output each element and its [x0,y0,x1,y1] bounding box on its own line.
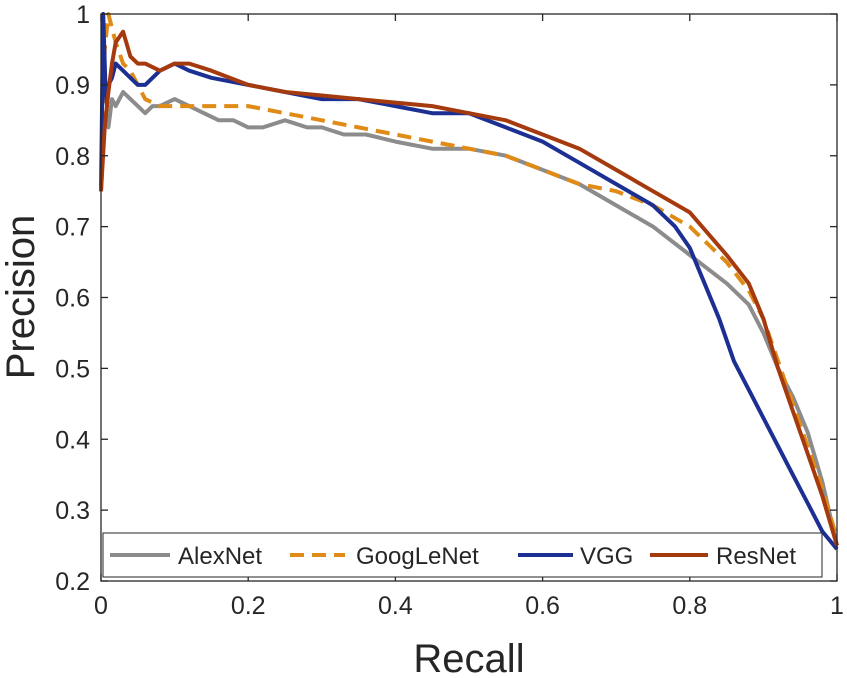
x-tick-label: 1 [830,592,844,620]
y-tick-label: 0.3 [55,497,90,525]
x-axis-label: Recall [413,637,524,678]
y-tick-label: 0.5 [55,355,90,383]
y-tick-label: 0.4 [55,426,90,454]
y-tick-label: 1 [76,1,90,29]
x-axis-ticks: 0 0.2 0.4 0.6 0.8 1 [94,14,844,620]
y-tick-label: 0.9 [55,72,90,100]
y-tick-label: 0.6 [55,285,90,313]
legend-label-vgg: VGG [580,543,633,570]
y-axis-label: Precision [0,215,43,380]
series-curves [99,12,839,551]
legend-label-alexnet: AlexNet [178,543,262,570]
series-line-vgg [99,12,839,551]
legend-label-googlenet: GoogLeNet [356,543,479,570]
x-tick-label: 0 [94,592,108,620]
y-tick-label: 0.2 [55,568,90,596]
x-tick-label: 0.4 [378,592,413,620]
y-tick-label: 0.7 [55,214,90,242]
x-tick-label: 0.6 [525,592,560,620]
y-tick-label: 0.8 [55,143,90,171]
legend: AlexNet GoogLeNet VGG ResNet [102,532,823,578]
plot-area-background [101,14,837,581]
series-line-alexnet [99,90,839,547]
legend-label-resnet: ResNet [716,543,796,570]
series-line-googlenet [99,12,839,540]
series-line-resnet [99,29,839,547]
x-tick-label: 0.2 [231,592,266,620]
y-axis-ticks: 0.2 0.3 0.4 0.5 0.6 0.7 0.8 0.9 1 [55,1,837,596]
x-tick-label: 0.8 [672,592,707,620]
